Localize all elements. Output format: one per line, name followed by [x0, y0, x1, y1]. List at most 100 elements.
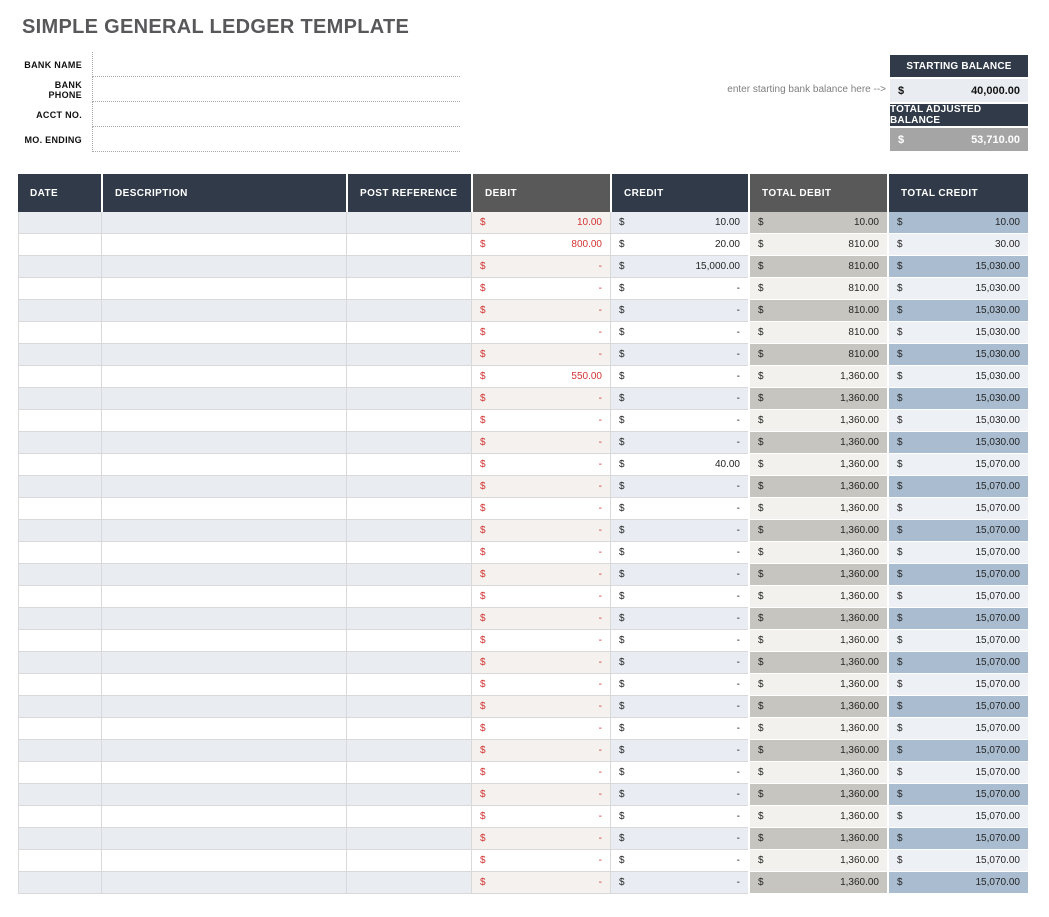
cell-debit[interactable]: $ -: [471, 740, 610, 762]
cell-credit[interactable]: $ -: [610, 718, 748, 740]
cell-credit[interactable]: $ -: [610, 322, 748, 344]
cell-date[interactable]: [18, 520, 101, 542]
cell-date[interactable]: [18, 388, 101, 410]
cell-description[interactable]: [101, 850, 346, 872]
cell-credit[interactable]: $ -: [610, 366, 748, 388]
cell-credit[interactable]: $20.00: [610, 234, 748, 256]
cell-description[interactable]: [101, 256, 346, 278]
cell-date[interactable]: [18, 212, 101, 234]
cell-post-reference[interactable]: [346, 608, 471, 630]
cell-description[interactable]: [101, 212, 346, 234]
cell-date[interactable]: [18, 322, 101, 344]
cell-post-reference[interactable]: [346, 542, 471, 564]
cell-post-reference[interactable]: [346, 718, 471, 740]
cell-debit[interactable]: $ -: [471, 674, 610, 696]
cell-post-reference[interactable]: [346, 850, 471, 872]
cell-date[interactable]: [18, 476, 101, 498]
cell-debit[interactable]: $ -: [471, 520, 610, 542]
cell-credit[interactable]: $ -: [610, 872, 748, 894]
cell-date[interactable]: [18, 410, 101, 432]
cell-credit[interactable]: $ -: [610, 674, 748, 696]
cell-post-reference[interactable]: [346, 344, 471, 366]
cell-credit[interactable]: $10.00: [610, 212, 748, 234]
cell-post-reference[interactable]: [346, 476, 471, 498]
cell-credit[interactable]: $ -: [610, 498, 748, 520]
cell-debit[interactable]: $ -: [471, 278, 610, 300]
cell-description[interactable]: [101, 322, 346, 344]
cell-date[interactable]: [18, 806, 101, 828]
cell-debit[interactable]: $ -: [471, 564, 610, 586]
cell-post-reference[interactable]: [346, 586, 471, 608]
cell-description[interactable]: [101, 740, 346, 762]
cell-description[interactable]: [101, 476, 346, 498]
cell-date[interactable]: [18, 542, 101, 564]
cell-credit[interactable]: $ -: [610, 850, 748, 872]
cell-date[interactable]: [18, 366, 101, 388]
cell-date[interactable]: [18, 872, 101, 894]
cell-credit[interactable]: $ -: [610, 476, 748, 498]
cell-debit[interactable]: $550.00: [471, 366, 610, 388]
cell-debit[interactable]: $ -: [471, 630, 610, 652]
cell-debit[interactable]: $ -: [471, 322, 610, 344]
cell-description[interactable]: [101, 652, 346, 674]
cell-credit[interactable]: $ -: [610, 410, 748, 432]
cell-date[interactable]: [18, 454, 101, 476]
cell-credit[interactable]: $ -: [610, 278, 748, 300]
cell-debit[interactable]: $ -: [471, 542, 610, 564]
cell-date[interactable]: [18, 256, 101, 278]
cell-description[interactable]: [101, 278, 346, 300]
cell-credit[interactable]: $ -: [610, 432, 748, 454]
cell-description[interactable]: [101, 784, 346, 806]
cell-credit[interactable]: $ -: [610, 344, 748, 366]
cell-credit[interactable]: $ -: [610, 740, 748, 762]
cell-post-reference[interactable]: [346, 278, 471, 300]
cell-post-reference[interactable]: [346, 762, 471, 784]
cell-date[interactable]: [18, 586, 101, 608]
mo-ending-field[interactable]: [92, 127, 460, 152]
cell-credit[interactable]: $ -: [610, 542, 748, 564]
cell-credit[interactable]: $ -: [610, 806, 748, 828]
cell-post-reference[interactable]: [346, 696, 471, 718]
cell-description[interactable]: [101, 674, 346, 696]
cell-description[interactable]: [101, 872, 346, 894]
cell-debit[interactable]: $ -: [471, 718, 610, 740]
cell-debit[interactable]: $ -: [471, 872, 610, 894]
cell-debit[interactable]: $ -: [471, 586, 610, 608]
cell-description[interactable]: [101, 344, 346, 366]
cell-credit[interactable]: $ -: [610, 520, 748, 542]
cell-post-reference[interactable]: [346, 806, 471, 828]
cell-date[interactable]: [18, 300, 101, 322]
cell-date[interactable]: [18, 718, 101, 740]
cell-description[interactable]: [101, 410, 346, 432]
cell-post-reference[interactable]: [346, 520, 471, 542]
cell-date[interactable]: [18, 850, 101, 872]
cell-post-reference[interactable]: [346, 388, 471, 410]
cell-date[interactable]: [18, 674, 101, 696]
cell-credit[interactable]: $ -: [610, 608, 748, 630]
cell-post-reference[interactable]: [346, 410, 471, 432]
cell-date[interactable]: [18, 608, 101, 630]
cell-credit[interactable]: $ -: [610, 828, 748, 850]
cell-credit[interactable]: $ -: [610, 652, 748, 674]
cell-description[interactable]: [101, 806, 346, 828]
cell-credit[interactable]: $ -: [610, 300, 748, 322]
cell-debit[interactable]: $ -: [471, 828, 610, 850]
cell-description[interactable]: [101, 828, 346, 850]
cell-post-reference[interactable]: [346, 828, 471, 850]
cell-date[interactable]: [18, 828, 101, 850]
cell-date[interactable]: [18, 498, 101, 520]
cell-credit[interactable]: $15,000.00: [610, 256, 748, 278]
cell-debit[interactable]: $10.00: [471, 212, 610, 234]
cell-credit[interactable]: $ -: [610, 388, 748, 410]
cell-post-reference[interactable]: [346, 300, 471, 322]
cell-post-reference[interactable]: [346, 212, 471, 234]
cell-post-reference[interactable]: [346, 674, 471, 696]
cell-post-reference[interactable]: [346, 740, 471, 762]
cell-date[interactable]: [18, 278, 101, 300]
cell-post-reference[interactable]: [346, 872, 471, 894]
cell-description[interactable]: [101, 366, 346, 388]
cell-description[interactable]: [101, 300, 346, 322]
cell-credit[interactable]: $ -: [610, 696, 748, 718]
cell-debit[interactable]: $ -: [471, 300, 610, 322]
cell-post-reference[interactable]: [346, 322, 471, 344]
